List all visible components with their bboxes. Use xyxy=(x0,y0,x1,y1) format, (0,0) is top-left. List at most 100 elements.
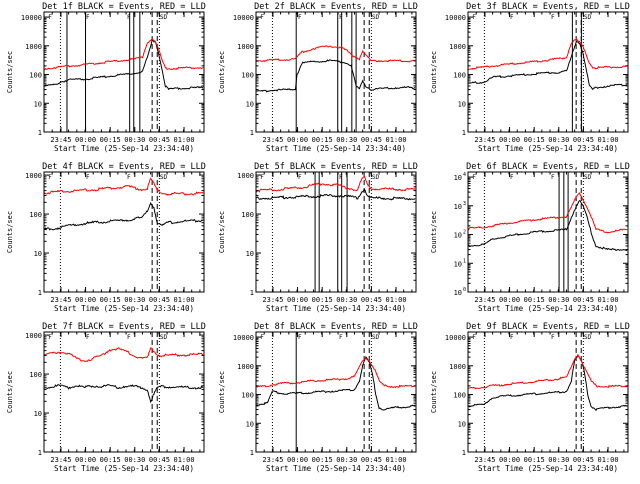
y-tick-exponent: 4 xyxy=(463,172,466,178)
x-tick-label: 00:45 xyxy=(361,456,382,464)
y-tick-label: 10 xyxy=(458,100,466,108)
y-axis-label: Counts/sec xyxy=(430,51,438,93)
panel-annotation-glyph: F xyxy=(510,334,514,341)
x-tick-label: 00:00 xyxy=(287,296,308,304)
y-tick-exponent: 0 xyxy=(463,287,466,293)
x-tick-label: 00:00 xyxy=(499,456,520,464)
y-axis-label: Counts/sec xyxy=(218,211,226,253)
x-axis-label: Start Time (25-Sep-14 23:34:40) xyxy=(266,304,406,313)
x-tick-label: 01:00 xyxy=(385,136,406,144)
series-events-line xyxy=(256,356,416,411)
x-tick-label: 23:45 xyxy=(50,456,71,464)
y-tick-label: 10 xyxy=(458,420,466,428)
panel-annotation-glyph: F xyxy=(339,334,343,341)
series-lld-line xyxy=(468,192,628,234)
plot-frame xyxy=(467,331,629,453)
y-tick-label: 100 xyxy=(29,72,42,80)
x-tick-label: 00:30 xyxy=(548,456,569,464)
y-axis-label: Counts/sec xyxy=(6,211,14,253)
series-events-line xyxy=(468,199,628,252)
panel-annotation-glyph: F xyxy=(510,174,514,181)
x-axis-label: Start Time (25-Sep-14 23:34:40) xyxy=(54,304,194,313)
vertical-markers xyxy=(59,12,160,132)
vertical-markers xyxy=(483,172,584,292)
y-tick-label: 100 xyxy=(241,211,254,219)
panel-title: Det 8f BLACK = Events, RED = LLD xyxy=(254,322,418,332)
panel-title: Det 3f BLACK = Events, RED = LLD xyxy=(466,2,630,12)
x-tick-label: 00:15 xyxy=(524,456,545,464)
vertical-markers xyxy=(483,332,584,452)
panel-title: Det 7f BLACK = Events, RED = LLD xyxy=(42,322,206,332)
x-tick-label: 00:45 xyxy=(573,296,594,304)
x-axis-label: Start Time (25-Sep-14 23:34:40) xyxy=(54,464,194,473)
y-tick-label: 10000 xyxy=(445,334,466,342)
x-tick-label: 23:45 xyxy=(262,136,283,144)
y-tick-label: 1 xyxy=(38,129,42,137)
plot-series xyxy=(44,347,204,404)
panel-annotation-glyph: F xyxy=(260,174,264,181)
panel-annotation-glyph: F xyxy=(127,14,131,21)
panel-annotation-glyph: F xyxy=(86,174,90,181)
y-tick-label: 1000 xyxy=(237,43,254,51)
y-tick-label: 10 xyxy=(454,203,462,211)
chart-panel-7: Det 7f BLACK = Events, RED = LLD F F F SD 1 10… xyxy=(6,322,206,473)
y-tick-label: 10000 xyxy=(233,334,254,342)
panel-annotation-glyph: SD xyxy=(160,334,168,341)
x-tick-label: 01:00 xyxy=(173,456,194,464)
x-tick-label: 00:15 xyxy=(312,296,333,304)
x-tick-label: 01:00 xyxy=(385,296,406,304)
series-events-line xyxy=(44,39,204,91)
vertical-markers xyxy=(271,172,372,292)
x-axis-label: Start Time (25-Sep-14 23:34:40) xyxy=(266,464,406,473)
vertical-markers xyxy=(59,332,160,452)
panel-annotation-glyph: F xyxy=(551,14,555,21)
y-tick-label: 10000 xyxy=(21,14,42,22)
x-tick-label: 00:15 xyxy=(100,296,121,304)
panel-annotation-glyph: F xyxy=(298,174,302,181)
panel-title: Det 5f BLACK = Events, RED = LLD xyxy=(254,162,418,172)
y-tick-label: 1000 xyxy=(25,43,42,51)
x-tick-label: 23:45 xyxy=(262,296,283,304)
series-lld-line xyxy=(44,177,204,196)
y-tick-label: 100 xyxy=(453,392,466,400)
panel-annotation-glyph: F xyxy=(339,14,343,21)
panel-annotation-glyph: F xyxy=(127,174,131,181)
y-tick-exponent: 3 xyxy=(463,201,466,207)
series-events-line xyxy=(44,201,204,231)
vertical-markers xyxy=(483,12,584,132)
series-lld-line xyxy=(468,354,628,390)
chart-panel-2: Det 2f BLACK = Events, RED = LLD F F F SD 1 10… xyxy=(218,2,418,153)
y-tick-label: 10 xyxy=(246,420,254,428)
panel-annotation-glyph: SD xyxy=(372,174,380,181)
panel-annotation-glyph: F xyxy=(127,334,131,341)
vertical-markers xyxy=(271,12,372,132)
panel-title: Det 2f BLACK = Events, RED = LLD xyxy=(254,2,418,12)
y-tick-exponent: 2 xyxy=(463,230,466,236)
y-tick-label: 1 xyxy=(38,449,42,457)
y-tick-label: 1000 xyxy=(25,172,42,180)
y-axis-label: Counts/sec xyxy=(218,371,226,413)
x-tick-label: 00:30 xyxy=(124,296,145,304)
y-tick-label: 1 xyxy=(38,289,42,297)
x-axis-label: Start Time (25-Sep-14 23:34:40) xyxy=(478,464,618,473)
series-lld-line xyxy=(468,37,628,70)
y-tick-label: 1 xyxy=(250,449,254,457)
x-tick-label: 00:00 xyxy=(75,136,96,144)
x-tick-label: 23:45 xyxy=(262,456,283,464)
series-events-line xyxy=(44,384,204,404)
y-tick-label: 1000 xyxy=(237,172,254,180)
y-tick-exponent: 1 xyxy=(463,258,466,264)
x-tick-label: 00:15 xyxy=(312,136,333,144)
chart-panel-9: Det 9f BLACK = Events, RED = LLD F F F SD 1 10… xyxy=(430,322,630,473)
x-tick-label: 00:30 xyxy=(336,136,357,144)
y-tick-label: 100 xyxy=(241,72,254,80)
x-tick-label: 00:30 xyxy=(336,296,357,304)
plot-series xyxy=(468,192,628,252)
panel-annotation-glyph: SD xyxy=(372,334,380,341)
plot-series xyxy=(256,356,416,411)
y-tick-label: 10 xyxy=(34,410,42,418)
x-tick-label: 00:15 xyxy=(312,456,333,464)
chart-panel-8: Det 8f BLACK = Events, RED = LLD F F F SD 1 10… xyxy=(218,322,418,473)
panel-annotation-glyph: F xyxy=(298,14,302,21)
x-tick-label: 00:45 xyxy=(573,136,594,144)
